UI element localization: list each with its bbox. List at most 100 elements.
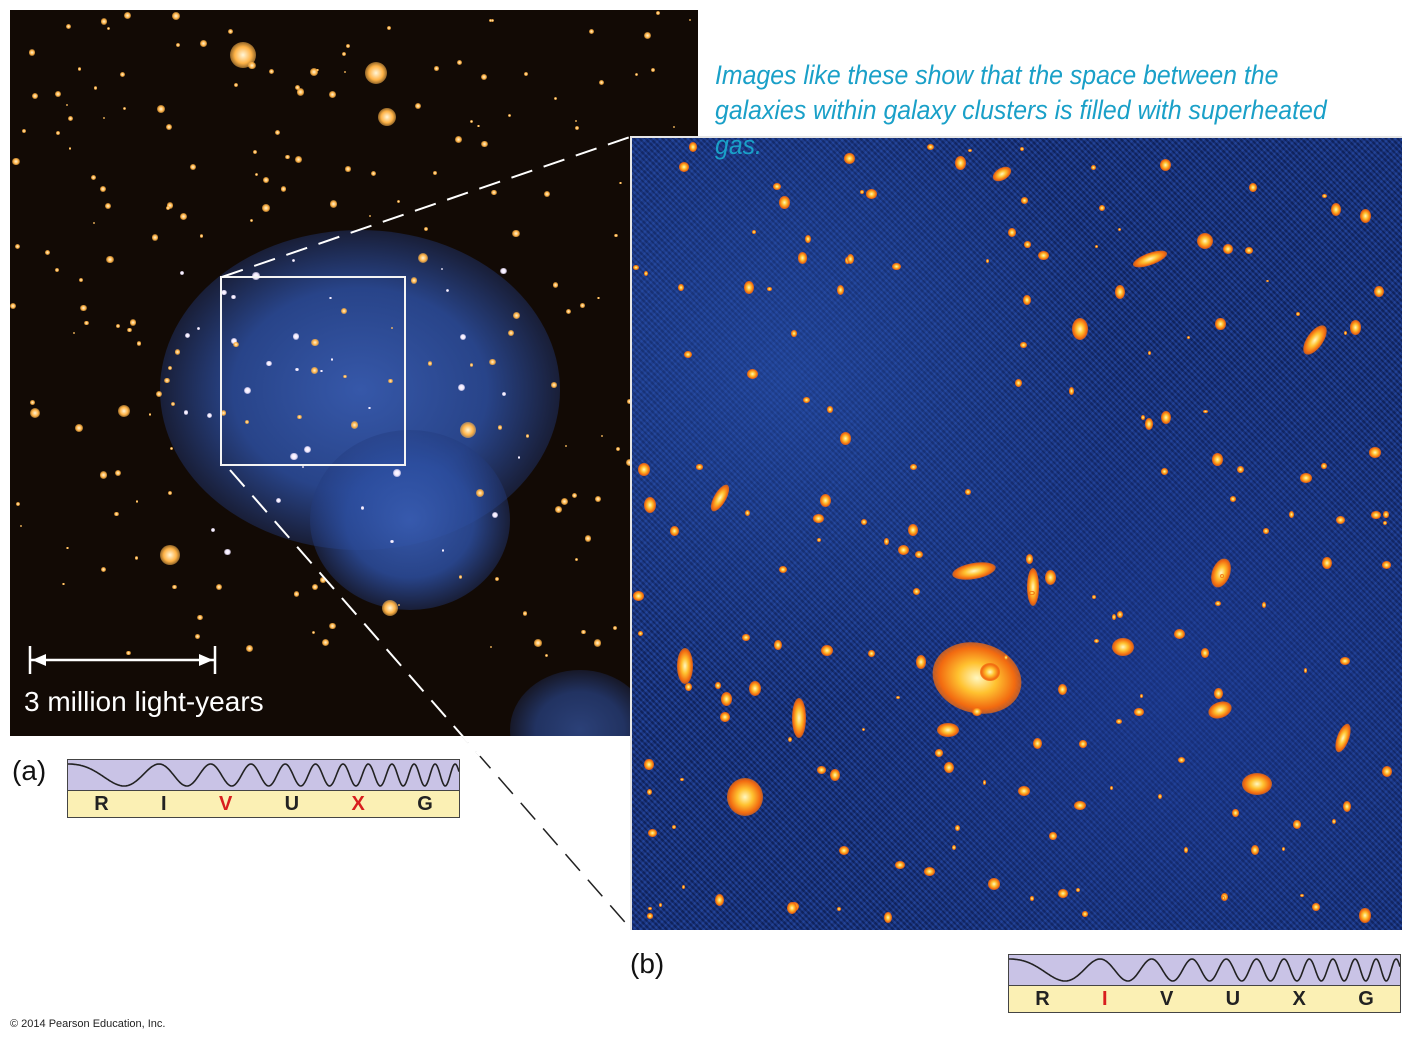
star (330, 358, 334, 361)
galaxy (1048, 831, 1057, 841)
star (584, 535, 592, 543)
galaxy (752, 230, 757, 235)
star (410, 277, 418, 284)
galaxy (1236, 465, 1245, 474)
star (494, 576, 500, 581)
star (248, 61, 256, 70)
galaxy (937, 723, 959, 737)
galaxy (965, 488, 972, 495)
galaxy (846, 254, 855, 264)
galaxy (1242, 773, 1272, 795)
galaxy (1069, 387, 1075, 395)
galaxy (1018, 785, 1030, 797)
star (72, 331, 76, 334)
galaxy (985, 259, 990, 264)
galaxy (658, 902, 663, 907)
galaxy (844, 153, 855, 164)
star (221, 289, 227, 295)
galaxy (720, 712, 730, 723)
star (459, 575, 463, 579)
star (427, 361, 433, 366)
connector-line-top (221, 136, 631, 278)
star (581, 630, 586, 635)
star (311, 367, 319, 374)
galaxy (1382, 520, 1388, 526)
galaxy (1340, 656, 1351, 665)
galaxy (836, 906, 842, 912)
galaxy (1023, 241, 1032, 248)
galaxy (1078, 740, 1087, 748)
star (67, 116, 73, 121)
star (551, 382, 557, 388)
star (253, 149, 258, 155)
galaxy (1025, 553, 1034, 564)
band-x: X (1292, 987, 1306, 1010)
galaxy (685, 683, 692, 692)
star (12, 157, 20, 166)
star (230, 294, 236, 300)
galaxy (797, 252, 808, 264)
star (455, 136, 463, 143)
star (490, 18, 495, 23)
star (125, 650, 131, 656)
galaxy (1197, 233, 1213, 249)
star (387, 25, 392, 30)
star (293, 591, 300, 597)
band-u: U (284, 792, 300, 815)
star (368, 214, 371, 217)
galaxy (1292, 819, 1302, 829)
galaxy (820, 493, 832, 507)
galaxy (1335, 515, 1346, 524)
galaxy (1303, 668, 1308, 673)
star (502, 392, 506, 397)
scale-label: 3 million light-years (24, 686, 264, 717)
star (574, 558, 578, 561)
star (220, 410, 227, 416)
star (123, 11, 131, 19)
galaxy (742, 634, 750, 642)
star (79, 278, 84, 282)
star (342, 51, 347, 56)
star (291, 259, 295, 263)
star (457, 59, 463, 65)
galaxy (788, 736, 793, 742)
star (526, 434, 530, 438)
galaxy (683, 350, 693, 359)
galaxy (714, 894, 724, 906)
galaxy (1359, 908, 1371, 923)
star (136, 341, 142, 346)
galaxy (1200, 648, 1210, 659)
galaxy (1222, 244, 1233, 255)
galaxy (1032, 738, 1042, 750)
galaxy (678, 162, 689, 172)
galaxy (836, 284, 845, 295)
star (477, 124, 480, 128)
galaxy (894, 860, 905, 870)
star (207, 412, 212, 418)
star (106, 255, 114, 264)
star (619, 181, 622, 185)
star (512, 229, 520, 238)
star (368, 406, 371, 410)
galaxy (897, 544, 910, 556)
star (276, 497, 282, 503)
galaxy (1058, 888, 1069, 898)
star (460, 334, 467, 341)
panel-b-image (630, 136, 1402, 930)
star (189, 163, 196, 171)
star (457, 384, 465, 392)
galaxy (1045, 569, 1057, 586)
galaxy (1112, 614, 1117, 620)
galaxy (1072, 318, 1088, 340)
star (216, 583, 223, 590)
star (600, 435, 603, 438)
galaxy (1215, 318, 1226, 330)
star (156, 391, 163, 398)
star (164, 377, 170, 384)
star (232, 341, 239, 348)
galaxy (1265, 279, 1269, 283)
star (574, 119, 577, 122)
galaxy (1076, 888, 1081, 893)
galaxy (1038, 250, 1049, 261)
